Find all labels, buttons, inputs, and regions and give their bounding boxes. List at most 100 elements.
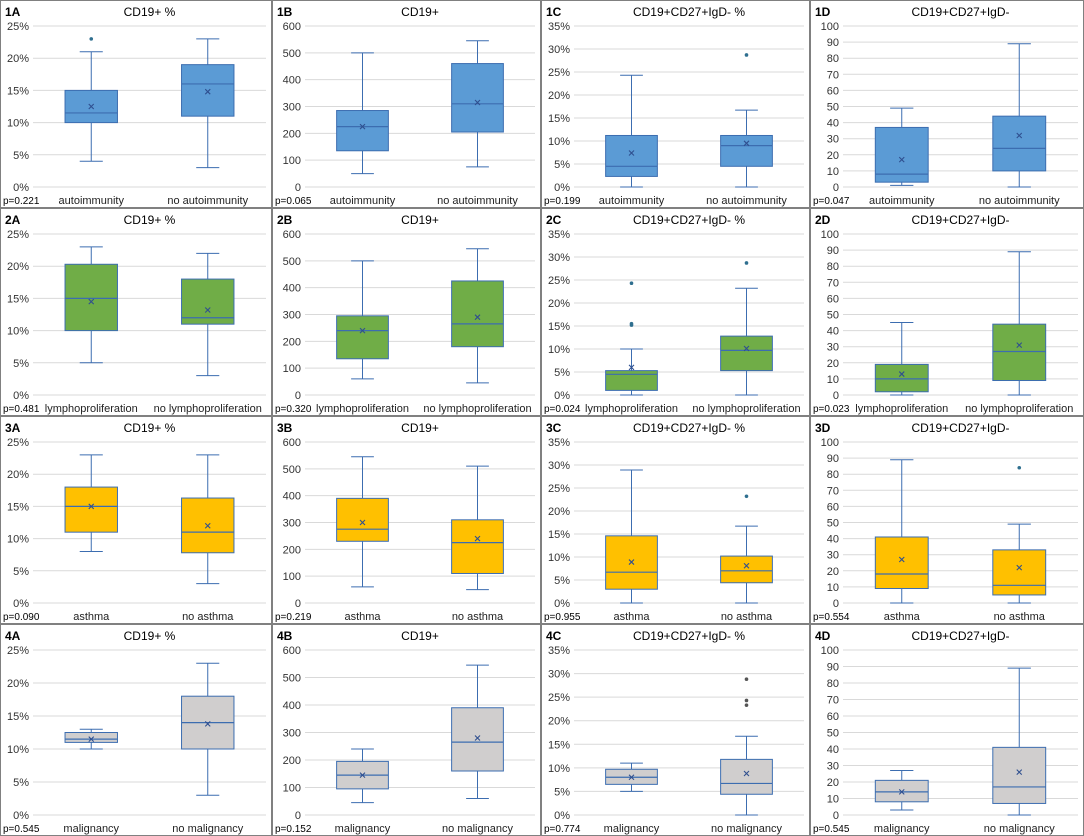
panel-4b: 0 100 200 300 400 500 600 4B CD19+ malignancy no m… xyxy=(272,624,541,836)
panel-border xyxy=(541,624,810,836)
y-tick-label: 0% xyxy=(13,598,29,610)
iqr-box xyxy=(181,64,235,117)
panel-title: CD19+ % xyxy=(124,213,176,227)
box-group-1 xyxy=(874,322,929,396)
iqr-box xyxy=(451,63,504,133)
y-tick-label: 20 xyxy=(827,566,839,578)
p-value: p=0.320 xyxy=(275,404,312,415)
iqr-box xyxy=(64,263,118,332)
mean-cross-b xyxy=(204,721,211,727)
y-tick-label: 20% xyxy=(7,261,29,273)
panel-title: CD19+ xyxy=(401,213,439,227)
category-label: malignancy xyxy=(604,823,660,835)
y-tick-label: 100 xyxy=(821,645,839,657)
iqr-box xyxy=(181,278,235,325)
panel-id: 3D xyxy=(815,421,831,435)
y-tick-label: 30 xyxy=(827,761,839,773)
y-tick-label: 500 xyxy=(283,464,301,476)
y-tick-label: 25% xyxy=(548,67,570,79)
y-tick-label: 40 xyxy=(827,534,839,546)
y-tick-label: 400 xyxy=(283,75,301,87)
panel-id: 3C xyxy=(546,421,562,435)
box-group-1 xyxy=(336,456,389,588)
y-tick-label: 0% xyxy=(13,810,29,822)
y-tick-label: 30% xyxy=(548,44,570,56)
y-tick-label: 10% xyxy=(548,763,570,775)
box-group-1 xyxy=(336,260,389,380)
category-label: asthma xyxy=(884,611,921,623)
panel-id: 2A xyxy=(5,213,21,227)
y-tick-label: 100 xyxy=(821,437,839,449)
p-value: p=0.545 xyxy=(3,824,40,835)
panel-title: CD19+ xyxy=(401,5,439,19)
y-tick-label: 30% xyxy=(548,669,570,681)
mean-cross-b xyxy=(359,772,366,779)
mean-marker xyxy=(1016,342,1023,348)
y-tick-label: 50 xyxy=(827,310,839,322)
panel-title: CD19+CD27+IgD- xyxy=(911,5,1009,19)
mean-cross-b xyxy=(474,535,481,542)
panel-id: 4A xyxy=(5,629,21,643)
y-tick-label: 0 xyxy=(295,598,301,610)
panel-title: CD19+CD27+IgD- % xyxy=(633,629,745,643)
y-tick-label: 20% xyxy=(548,90,570,102)
y-tick-label: 200 xyxy=(283,755,301,767)
outlier-point xyxy=(1017,465,1022,470)
y-tick-label: 15% xyxy=(7,711,29,723)
category-label: no asthma xyxy=(452,611,504,623)
iqr-box xyxy=(64,732,118,743)
iqr-box xyxy=(451,707,504,772)
box-group-1 xyxy=(605,74,658,188)
y-tick-label: 30% xyxy=(548,252,570,264)
iqr-box xyxy=(874,779,929,803)
y-tick-label: 200 xyxy=(283,336,301,348)
y-tick-label: 200 xyxy=(283,544,301,556)
panel-3b: 0 100 200 300 400 500 600 3B CD19+ asthma no asthm… xyxy=(272,416,541,624)
mean-cross-b xyxy=(88,298,95,305)
p-value: p=0.774 xyxy=(544,824,581,835)
category-label: lymphoproliferation xyxy=(316,403,409,415)
panel-1b: 0 100 200 300 400 500 600 1B CD19+ autoimmunity no… xyxy=(272,0,541,208)
mean-marker xyxy=(898,556,905,563)
mean-cross-b xyxy=(1016,132,1023,139)
box-group-2 xyxy=(451,40,504,168)
y-tick-label: 400 xyxy=(283,283,301,295)
p-value: p=0.481 xyxy=(3,404,40,415)
panel-id: 1A xyxy=(5,5,21,19)
panel-4d: 0 10 20 30 40 50 60 70 80 90 100 4D CD19+CD27+IgD-ma… xyxy=(810,624,1084,836)
iqr-box xyxy=(720,555,773,584)
y-tick-label: 60 xyxy=(827,501,839,513)
y-tick-label: 20% xyxy=(7,678,29,690)
y-tick-label: 20% xyxy=(548,298,570,310)
box-group-2 xyxy=(181,454,235,585)
box-group-2 xyxy=(992,667,1047,816)
y-tick-label: 70 xyxy=(827,69,839,81)
panel-title: CD19+ xyxy=(401,421,439,435)
y-tick-label: 400 xyxy=(283,700,301,712)
outlier-point xyxy=(744,261,749,265)
mean-marker xyxy=(88,736,95,742)
category-label: lymphoproliferation xyxy=(585,403,678,415)
box-group-2 xyxy=(720,261,773,396)
category-label: no lymphoproliferation xyxy=(423,403,531,415)
box-group-1 xyxy=(874,769,929,811)
y-tick-label: 80 xyxy=(827,261,839,273)
y-tick-label: 600 xyxy=(283,645,301,657)
category-label: no asthma xyxy=(182,611,234,623)
y-tick-label: 5% xyxy=(13,150,29,162)
category-label: autoimmunity xyxy=(869,195,935,207)
y-tick-label: 0% xyxy=(554,390,570,402)
mean-marker xyxy=(898,156,905,163)
panel-title: CD19+CD27+IgD- xyxy=(911,629,1009,643)
iqr-box xyxy=(336,110,389,152)
box-group-1 xyxy=(64,37,118,162)
mean-marker xyxy=(88,298,95,305)
y-tick-label: 20% xyxy=(7,53,29,65)
y-tick-label: 5% xyxy=(13,777,29,789)
mean-cross-b xyxy=(743,345,750,352)
mean-cross-b xyxy=(359,123,366,130)
mean-marker xyxy=(359,772,366,779)
panel-1a: 0% 5% 10% 15% 20% 25% 1A CD19+ % autoimmunity no … xyxy=(0,0,272,208)
mean-marker xyxy=(204,522,211,529)
category-label: no autoimmunity xyxy=(979,195,1060,207)
